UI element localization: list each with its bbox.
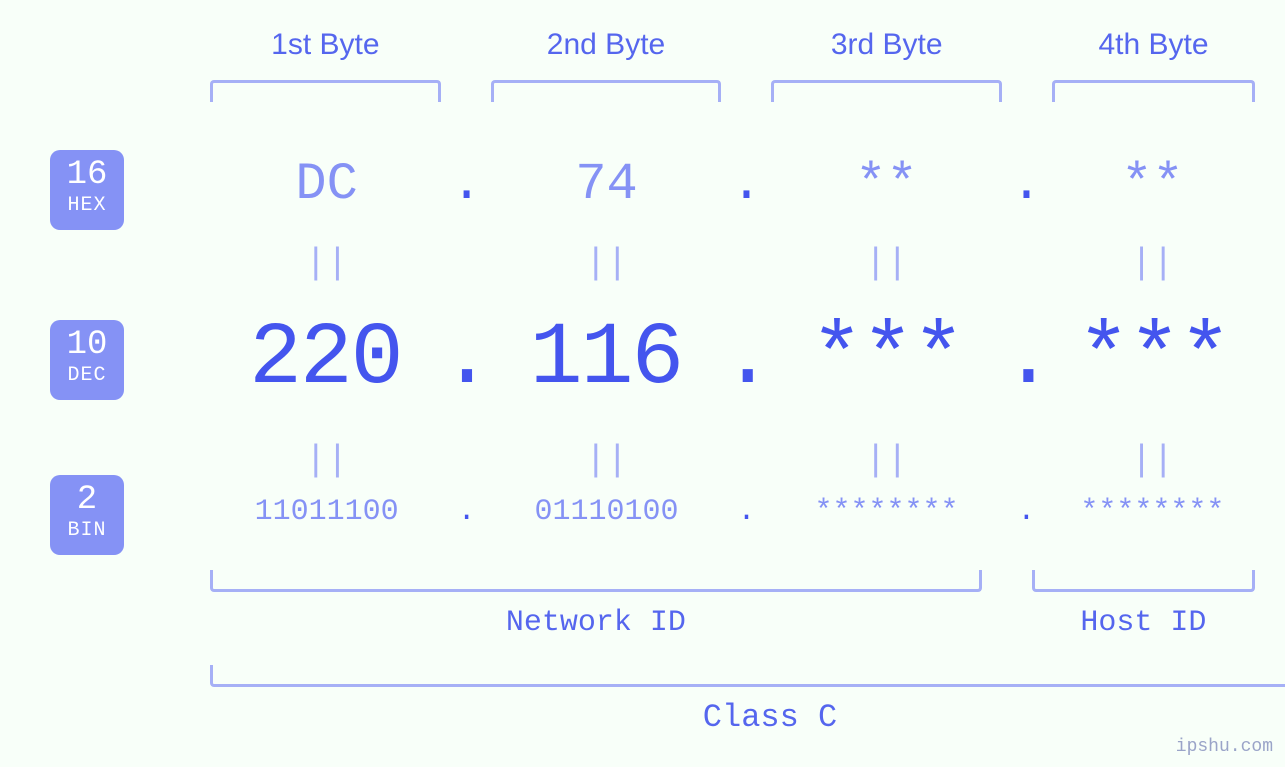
- bin-byte: 01110100: [490, 495, 723, 529]
- base-txt: HEX: [50, 194, 124, 218]
- hex-row: DC . 74 . ** . **: [210, 155, 1255, 214]
- eq-symbol: ||: [1050, 243, 1255, 284]
- byte-bracket: [1052, 80, 1255, 102]
- network-host-row: Network ID Host ID: [210, 570, 1255, 640]
- eq-symbol: ||: [770, 440, 1003, 481]
- dec-byte: 220: [210, 310, 441, 409]
- class-label: Class C: [210, 699, 1285, 736]
- host-id-bracket: [1032, 570, 1255, 592]
- byte-bracket: [210, 80, 441, 102]
- byte-header-row: 1st Byte 2nd Byte 3rd Byte 4th Byte: [210, 28, 1255, 102]
- bin-byte: ********: [1050, 495, 1255, 529]
- network-id-label: Network ID: [210, 606, 982, 640]
- dot-separator: .: [1003, 155, 1050, 214]
- dec-row: 220 . 116 . *** . ***: [210, 310, 1255, 409]
- byte-header-col: 1st Byte: [210, 28, 441, 102]
- dot-separator: .: [443, 155, 490, 214]
- base-badge-bin: 2 BIN: [50, 475, 124, 555]
- eq-row: || || || ||: [210, 243, 1255, 284]
- byte-bracket: [771, 80, 1002, 102]
- hex-byte: 74: [490, 155, 723, 214]
- dec-byte: ***: [1052, 310, 1255, 409]
- bin-byte: 11011100: [210, 495, 443, 529]
- hex-byte: DC: [210, 155, 443, 214]
- byte-header-label: 1st Byte: [210, 28, 441, 62]
- dot-separator: .: [723, 155, 770, 214]
- bin-row: 11011100 . 01110100 . ******** . *******…: [210, 495, 1255, 529]
- eq-symbol: ||: [1050, 440, 1255, 481]
- dot-separator: .: [441, 310, 491, 409]
- eq-row: || || || ||: [210, 440, 1255, 481]
- dec-byte: 116: [491, 310, 722, 409]
- class-bracket: [210, 665, 1285, 687]
- watermark: ipshu.com: [1176, 737, 1273, 757]
- byte-header-col: 3rd Byte: [771, 28, 1002, 102]
- base-num: 2: [50, 481, 124, 519]
- dot-separator: .: [1003, 495, 1050, 529]
- byte-header-label: 4th Byte: [1052, 28, 1255, 62]
- class-row: Class C: [210, 665, 1255, 736]
- eq-symbol: ||: [210, 440, 443, 481]
- eq-symbol: ||: [770, 243, 1003, 284]
- host-id-group: Host ID: [1032, 570, 1255, 640]
- bin-byte: ********: [770, 495, 1003, 529]
- byte-header-label: 2nd Byte: [491, 28, 722, 62]
- hex-byte: **: [770, 155, 1003, 214]
- dec-byte: ***: [771, 310, 1002, 409]
- byte-header-col: 4th Byte: [1052, 28, 1255, 102]
- byte-bracket: [491, 80, 722, 102]
- eq-symbol: ||: [490, 440, 723, 481]
- dot-separator: .: [723, 495, 770, 529]
- base-badge-hex: 16 HEX: [50, 150, 124, 230]
- base-badge-dec: 10 DEC: [50, 320, 124, 400]
- dot-separator: .: [721, 310, 771, 409]
- network-id-group: Network ID: [210, 570, 982, 640]
- byte-header-col: 2nd Byte: [491, 28, 722, 102]
- dot-separator: .: [1002, 310, 1052, 409]
- eq-symbol: ||: [490, 243, 723, 284]
- eq-symbol: ||: [210, 243, 443, 284]
- base-txt: DEC: [50, 364, 124, 388]
- base-num: 16: [50, 156, 124, 194]
- byte-header-label: 3rd Byte: [771, 28, 1002, 62]
- host-id-label: Host ID: [1032, 606, 1255, 640]
- base-txt: BIN: [50, 519, 124, 543]
- hex-byte: **: [1050, 155, 1255, 214]
- dot-separator: .: [443, 495, 490, 529]
- base-num: 10: [50, 326, 124, 364]
- network-id-bracket: [210, 570, 982, 592]
